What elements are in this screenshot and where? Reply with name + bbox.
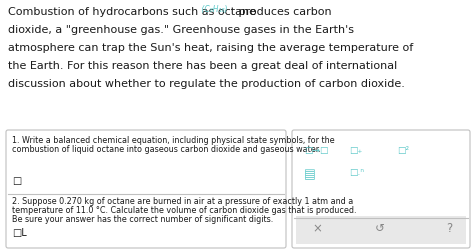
Text: dioxide, a "greenhouse gas." Greenhouse gases in the Earth's: dioxide, a "greenhouse gas." Greenhouse … [8, 25, 354, 35]
Text: atmosphere can trap the Sun's heat, raising the average temperature of: atmosphere can trap the Sun's heat, rais… [8, 43, 413, 53]
Text: 1. Write a balanced chemical equation, including physical state symbols, for the: 1. Write a balanced chemical equation, i… [12, 136, 335, 145]
Text: temperature of 11.0 °C. Calculate the volume of carbon dioxide gas that is produ: temperature of 11.0 °C. Calculate the vo… [12, 206, 356, 214]
Bar [296, 216, 466, 244]
Text: Combustion of hydrocarbons such as octane: Combustion of hydrocarbons such as octan… [8, 7, 256, 17]
Text: □.ⁿ: □.ⁿ [349, 168, 364, 177]
Text: □→□: □→□ [304, 146, 328, 155]
Text: combustion of liquid octane into gaseous carbon dioxide and gaseous water.: combustion of liquid octane into gaseous… [12, 145, 321, 154]
FancyBboxPatch shape [6, 130, 286, 248]
Text: ?: ? [446, 222, 452, 235]
Text: □₊: □₊ [349, 146, 362, 155]
Text: □: □ [12, 176, 21, 186]
FancyBboxPatch shape [292, 130, 470, 248]
Text: (C₈H₁₈): (C₈H₁₈) [199, 5, 228, 14]
Text: discussion about whether to regulate the production of carbon dioxide.: discussion about whether to regulate the… [8, 79, 405, 89]
Text: □²: □² [397, 146, 409, 155]
Text: ↺: ↺ [375, 222, 385, 235]
Text: □L: □L [12, 228, 27, 238]
Text: 2. Suppose 0.270 kg of octane are burned in air at a pressure of exactly 1 atm a: 2. Suppose 0.270 kg of octane are burned… [12, 196, 353, 205]
Text: produces carbon: produces carbon [235, 7, 332, 17]
Text: Be sure your answer has the correct number of significant digits.: Be sure your answer has the correct numb… [12, 214, 273, 224]
Text: ×: × [312, 222, 322, 235]
Text: ▤: ▤ [304, 168, 316, 181]
Text: the Earth. For this reason there has been a great deal of international: the Earth. For this reason there has bee… [8, 61, 397, 71]
